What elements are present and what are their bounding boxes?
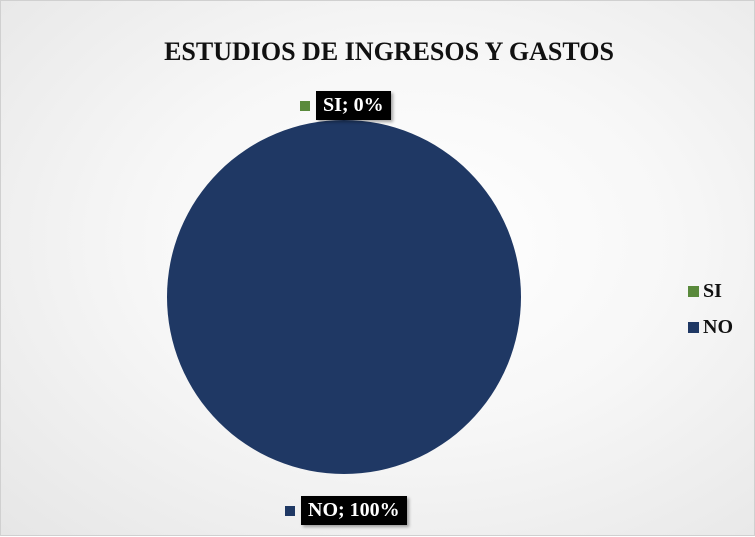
legend-item-si: SI bbox=[688, 273, 733, 309]
chart-title: ESTUDIOS DE INGRESOS Y GASTOS bbox=[164, 37, 614, 66]
legend-item-no: NO bbox=[688, 309, 733, 345]
data-label-swatch-no bbox=[285, 505, 295, 516]
data-label-text-no: NO; 100% bbox=[301, 496, 407, 525]
legend-label-no: NO bbox=[703, 315, 733, 338]
legend: SI NO bbox=[688, 273, 733, 345]
legend-label-si: SI bbox=[703, 279, 722, 302]
pie-slice-no bbox=[167, 120, 521, 474]
data-label-si: SI; 0% bbox=[300, 91, 391, 120]
data-label-text-si: SI; 0% bbox=[316, 91, 391, 120]
legend-swatch-si bbox=[688, 285, 699, 297]
legend-swatch-no bbox=[688, 321, 699, 333]
data-label-no: NO; 100% bbox=[285, 496, 407, 525]
data-label-swatch-si bbox=[300, 100, 310, 111]
